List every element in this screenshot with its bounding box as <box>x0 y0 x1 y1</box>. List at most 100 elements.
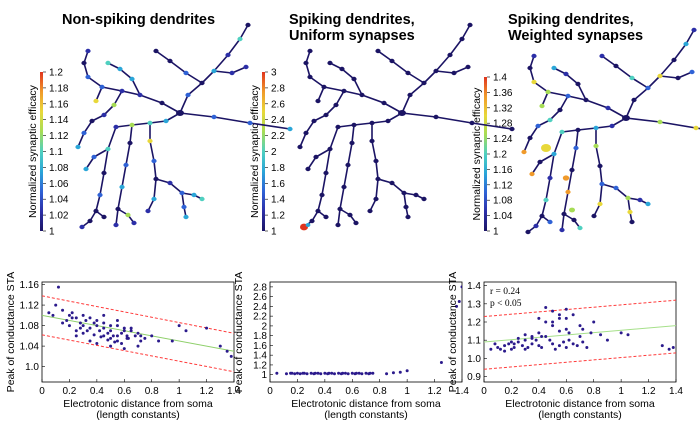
dendrite-branch <box>601 55 649 89</box>
y-tick-label: 1.0 <box>25 362 39 373</box>
data-point <box>139 334 143 338</box>
synapse-marker <box>137 92 143 98</box>
data-point <box>564 327 568 331</box>
synapse-marker <box>407 92 413 98</box>
data-point <box>81 331 85 335</box>
data-point <box>74 316 78 320</box>
data-point <box>619 331 623 335</box>
synapse-marker <box>627 209 633 215</box>
colorbar-tick-label: 1.2 <box>271 211 285 222</box>
synapse-marker <box>571 217 577 223</box>
synapse-marker <box>125 212 131 218</box>
colorbar-tick-label: 1.14 <box>49 115 69 126</box>
synapse-marker <box>303 130 309 136</box>
synapse-marker <box>539 213 545 219</box>
colorbar-tick-label: 1.28 <box>493 119 513 130</box>
synapse-marker <box>119 184 125 190</box>
x-tick-label: 0.8 <box>145 386 159 397</box>
correlation-annotation: r = 0.24 <box>490 287 520 297</box>
data-point <box>371 371 375 375</box>
data-point <box>571 313 575 317</box>
data-point <box>540 345 544 349</box>
synapse-marker <box>81 130 87 136</box>
synapse-marker <box>531 53 537 59</box>
x-tick-label: 1.2 <box>428 386 442 397</box>
synapse-marker <box>535 123 541 129</box>
data-point <box>65 318 69 322</box>
synapse-marker <box>375 48 381 54</box>
data-point <box>122 347 126 351</box>
data-point <box>122 329 126 333</box>
synapse-marker <box>577 225 583 231</box>
x-axis-label: Electrotonic distance from soma <box>505 398 655 410</box>
data-point <box>298 372 302 376</box>
data-point <box>205 326 209 330</box>
synapse-marker <box>101 112 107 118</box>
data-point <box>512 345 516 349</box>
synapse-marker <box>153 48 159 54</box>
data-point <box>585 345 589 349</box>
x-axis-label-units: (length constants) <box>324 409 407 421</box>
data-point <box>229 354 233 358</box>
data-point <box>99 335 103 339</box>
colorbar-tick-label: 1.12 <box>49 131 69 142</box>
scatter-chart-2: 0 0.2 0.4 0.6 0.8 1 1.2 1.411.21.41.61.822.22.4… <box>233 272 469 421</box>
synapse-marker <box>613 63 619 69</box>
data-point <box>150 334 154 338</box>
synapse-marker <box>451 70 457 76</box>
colorbar-tick-label: 1.08 <box>493 196 513 207</box>
synapse-marker <box>609 123 615 129</box>
data-point <box>557 329 561 333</box>
synapse-marker <box>657 119 663 125</box>
synapse-marker <box>433 68 439 74</box>
data-point <box>512 342 516 346</box>
data-point <box>84 318 88 322</box>
title-spiking-weighted: Spiking dendrites, Weighted synapses <box>508 12 643 44</box>
data-point <box>405 369 409 373</box>
data-point <box>120 331 124 335</box>
y-tick-label: 2 <box>261 321 267 332</box>
synapse-marker <box>181 204 187 210</box>
synapse-marker <box>389 180 395 186</box>
data-point <box>157 339 161 343</box>
synapse-marker <box>657 73 663 79</box>
synapse-marker <box>101 170 107 176</box>
data-point <box>136 331 140 335</box>
synapse-marker <box>183 70 189 76</box>
data-point <box>496 345 500 349</box>
data-point <box>51 313 55 317</box>
title-line1: Spiking dendrites, <box>289 12 415 28</box>
data-point <box>301 371 305 375</box>
plot-frame <box>269 281 463 383</box>
data-point <box>537 331 541 335</box>
data-point <box>323 371 327 375</box>
synapse-marker <box>413 192 419 198</box>
synapse-marker <box>117 66 123 72</box>
data-point <box>523 338 527 342</box>
data-point <box>170 339 174 343</box>
synapse-marker <box>599 53 605 59</box>
synapse-marker <box>303 60 309 66</box>
synapse-marker-strong <box>541 144 551 152</box>
data-point <box>61 308 65 312</box>
synapse-marker <box>689 69 695 75</box>
x-tick-label: 0.2 <box>62 386 76 397</box>
synapse-marker <box>531 79 537 85</box>
synapse-marker <box>447 52 453 58</box>
scatter-chart-1: 0 0.2 0.4 0.6 0.8 1 1.2 1.4 1.0 1.04 1.08 1.12 1.16 E… <box>5 272 241 421</box>
data-point <box>457 300 461 304</box>
regression-line <box>484 325 676 343</box>
data-point <box>516 340 520 344</box>
data-point <box>319 372 323 376</box>
data-point <box>316 371 320 375</box>
colorbar-label: Normalized synaptic efficacy <box>249 84 261 218</box>
synapse-marker <box>381 100 387 106</box>
data-point <box>337 371 341 375</box>
colorbar-tick-label: 1.4 <box>493 73 507 84</box>
x-tick-label: 0.4 <box>532 386 546 397</box>
plot-area <box>42 285 234 373</box>
colorbar-tick-label: 2.6 <box>271 99 285 110</box>
synapse-marker <box>167 180 173 186</box>
synapse-marker <box>629 219 635 225</box>
synapse-marker <box>369 138 375 144</box>
